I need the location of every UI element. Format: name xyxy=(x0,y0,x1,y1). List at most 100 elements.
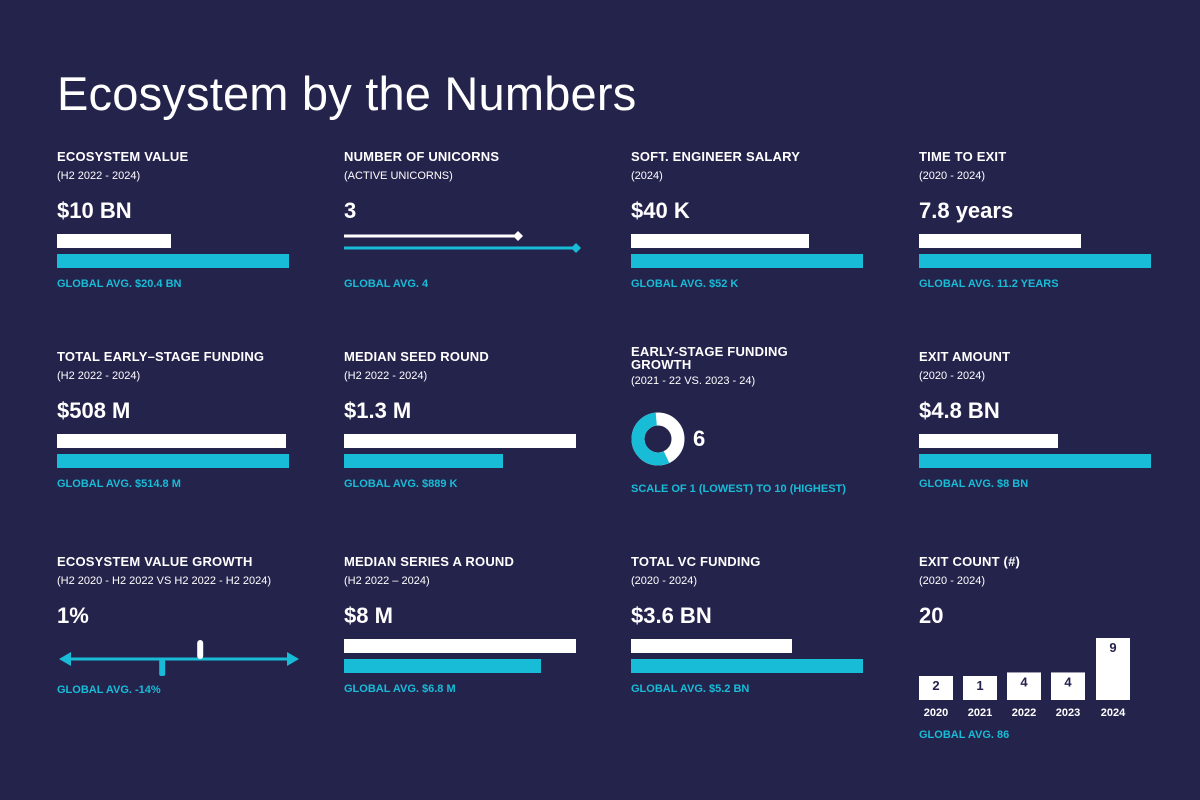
card-total-vc: TOTAL VC FUNDING (2020 - 2024) $3.6 BN G… xyxy=(631,555,881,755)
ecosystem-marker xyxy=(513,231,523,241)
card-subtitle: (ACTIVE UNICORNS) xyxy=(344,170,453,182)
exit-count-column xyxy=(963,676,997,700)
card-unicorns: NUMBER OF UNICORNS (ACTIVE UNICORNS) 3 G… xyxy=(344,150,594,350)
card-series-a: MEDIAN SERIES A ROUND (H2 2022 – 2024) $… xyxy=(344,555,594,755)
global-avg-marker xyxy=(571,243,581,253)
global-avg-bar xyxy=(57,454,289,468)
card-title: MEDIAN SERIES A ROUND xyxy=(344,554,515,569)
global-avg-label: GLOBAL AVG. $52 K xyxy=(631,278,739,290)
global-avg-label: GLOBAL AVG. 11.2 YEARS xyxy=(919,278,1059,290)
card-title: NUMBER OF UNICORNS xyxy=(344,149,500,164)
donut-value: 6 xyxy=(693,426,706,451)
column-value-label: 4 xyxy=(1064,674,1072,689)
card-title: SOFT. ENGINEER SALARY xyxy=(631,149,801,164)
global-avg-bar xyxy=(631,254,863,268)
ecosystem-bar xyxy=(631,639,792,653)
card-value: 7.8 years xyxy=(919,198,1014,223)
card-value: $40 K xyxy=(631,198,690,223)
card-subtitle: (H2 2022 - 2024) xyxy=(57,170,141,182)
card-subtitle: (2021 - 22 VS. 2023 - 24) xyxy=(631,375,756,387)
ecosystem-bar xyxy=(631,234,809,248)
card-time-to-exit: TIME TO EXIT (2020 - 2024) 7.8 years GLO… xyxy=(919,150,1169,350)
card-title: TIME TO EXIT xyxy=(919,149,1007,164)
column-value-label: 9 xyxy=(1109,640,1116,655)
global-avg-label: GLOBAL AVG. $889 K xyxy=(344,478,458,490)
axis-left-arrow xyxy=(59,652,71,666)
card-title: EARLY-STAGE FUNDING GROWTH xyxy=(631,344,788,372)
card-exit-amount: EXIT AMOUNT (2020 - 2024) $4.8 BN GLOBAL… xyxy=(919,350,1169,550)
ecosystem-bar xyxy=(344,434,576,448)
card-exit-count: EXIT COUNT (#) (2020 - 2024) 20 2 2020 1 20… xyxy=(919,555,1169,755)
global-avg-label: GLOBAL AVG. $8 BN xyxy=(919,478,1029,490)
column-value-label: 2 xyxy=(932,678,939,693)
ecosystem-bar xyxy=(919,434,1058,448)
global-avg-label: GLOBAL AVG. $514.8 M xyxy=(57,478,181,490)
card-title: TOTAL EARLY–STAGE FUNDING xyxy=(57,349,265,364)
card-early-stage-funding: TOTAL EARLY–STAGE FUNDING (H2 2022 - 202… xyxy=(57,350,307,550)
card-subtitle: (2020 - 2024) xyxy=(631,575,698,587)
card-value: $10 BN xyxy=(57,198,132,223)
year-tick-label: 2022 xyxy=(1012,707,1036,719)
card-value: 3 xyxy=(344,198,357,223)
card-title: ECOSYSTEM VALUE xyxy=(57,149,189,164)
global-avg-bar xyxy=(919,254,1151,268)
global-avg-bar xyxy=(919,454,1151,468)
year-tick-label: 2024 xyxy=(1101,707,1126,719)
card-title: ECOSYSTEM VALUE GROWTH xyxy=(57,554,253,569)
card-median-seed: MEDIAN SEED ROUND (H2 2022 - 2024) $1.3 … xyxy=(344,350,594,550)
card-value: $1.3 M xyxy=(344,398,412,423)
card-value: $8 M xyxy=(344,603,393,628)
card-value: 1% xyxy=(57,603,89,628)
card-title: EXIT COUNT (#) xyxy=(919,554,1021,569)
global-avg-bar xyxy=(344,454,503,468)
card-title: MEDIAN SEED ROUND xyxy=(344,349,489,364)
card-subtitle: (H2 2022 - 2024) xyxy=(57,370,141,382)
card-value: $4.8 BN xyxy=(919,398,1000,423)
card-funding-growth: EARLY-STAGE FUNDING GROWTH (2021 - 22 VS… xyxy=(631,345,881,545)
column-value-label: 4 xyxy=(1020,674,1028,689)
global-avg-label: GLOBAL AVG. 86 xyxy=(919,729,1010,741)
card-subtitle: (H2 2022 - 2024) xyxy=(344,370,428,382)
exit-count-column xyxy=(1051,672,1085,700)
scale-label: SCALE OF 1 (LOWEST) TO 10 (HIGHEST) xyxy=(631,483,846,495)
card-value-growth: ECOSYSTEM VALUE GROWTH (H2 2020 - H2 202… xyxy=(57,555,307,755)
axis-right-arrow xyxy=(287,652,299,666)
global-avg-bar xyxy=(631,659,863,673)
exit-count-column xyxy=(1007,672,1041,700)
growth-donut-chart xyxy=(631,412,685,466)
card-ecosystem-value: ECOSYSTEM VALUE (H2 2022 - 2024) $10 BN … xyxy=(57,150,307,350)
unicorn-line-chart xyxy=(344,231,581,253)
year-tick-label: 2021 xyxy=(968,707,992,719)
growth-axis-chart xyxy=(59,640,299,676)
card-subtitle: (2024) xyxy=(631,170,663,182)
global-avg-label: GLOBAL AVG. $5.2 BN xyxy=(631,683,750,695)
card-subtitle: (2020 - 2024) xyxy=(919,575,986,587)
card-subtitle: (2020 - 2024) xyxy=(919,370,986,382)
page-title: Ecosystem by the Numbers xyxy=(57,67,637,120)
ecosystem-bar xyxy=(344,639,576,653)
card-value: $508 M xyxy=(57,398,131,423)
card-subtitle: (H2 2022 – 2024) xyxy=(344,575,430,587)
ecosystem-marker xyxy=(197,640,204,659)
card-value: $3.6 BN xyxy=(631,603,712,628)
card-title: TOTAL VC FUNDING xyxy=(631,554,761,569)
global-avg-label: GLOBAL AVG. $6.8 M xyxy=(344,683,456,695)
global-avg-marker xyxy=(159,659,166,676)
global-avg-bar xyxy=(57,254,289,268)
global-avg-label: GLOBAL AVG. -14% xyxy=(57,684,161,696)
ecosystem-bar xyxy=(919,234,1081,248)
card-subtitle: (2020 - 2024) xyxy=(919,170,986,182)
card-subtitle: (H2 2020 - H2 2022 VS H2 2022 - H2 2024) xyxy=(57,575,272,587)
exit-count-column xyxy=(919,676,953,700)
global-avg-label: GLOBAL AVG. $20.4 BN xyxy=(57,278,182,290)
card-engineer-salary: SOFT. ENGINEER SALARY (2024) $40 K GLOBA… xyxy=(631,150,881,350)
card-value: 20 xyxy=(919,603,944,628)
ecosystem-bar xyxy=(57,234,171,248)
global-avg-label: GLOBAL AVG. 4 xyxy=(344,278,429,290)
global-avg-bar xyxy=(344,659,541,673)
year-tick-label: 2020 xyxy=(924,707,948,719)
column-value-label: 1 xyxy=(976,678,983,693)
year-tick-label: 2023 xyxy=(1056,707,1080,719)
exit-count-column-chart: 2 2020 1 2021 4 2022 4 2023 9 2024 xyxy=(919,638,1130,719)
exit-count-column xyxy=(1096,638,1130,700)
